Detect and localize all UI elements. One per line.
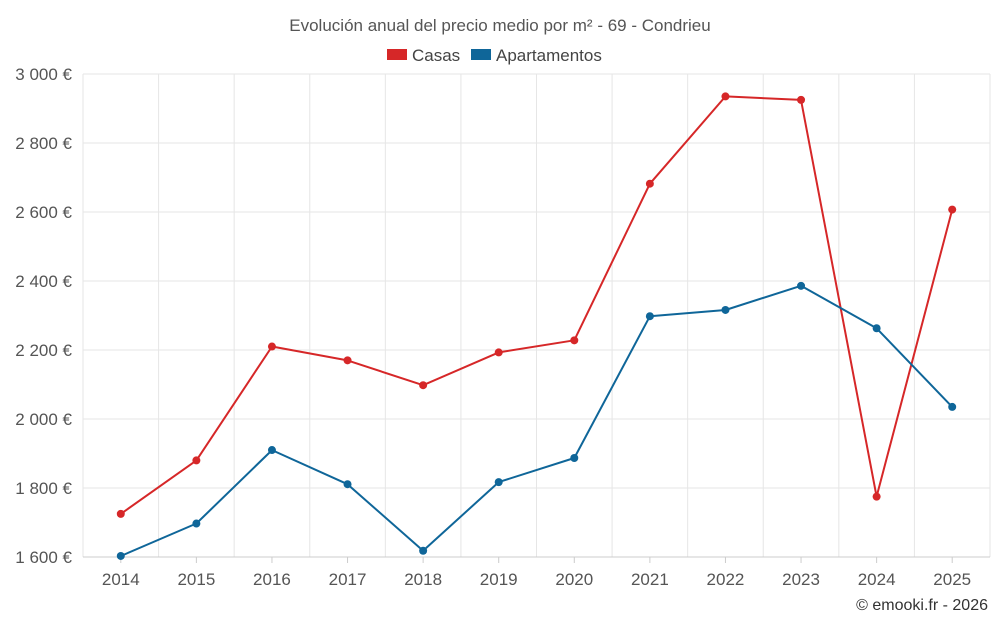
data-point-casas[interactable]	[494, 348, 503, 357]
x-tick-label: 2022	[707, 570, 745, 589]
x-tick-label: 2019	[480, 570, 518, 589]
data-point-apartamentos[interactable]	[721, 305, 730, 314]
y-tick-label: 2 600 €	[15, 203, 72, 222]
y-tick-label: 2 200 €	[15, 341, 72, 360]
x-tick-label: 2023	[782, 570, 820, 589]
data-point-apartamentos[interactable]	[797, 281, 806, 290]
data-point-apartamentos[interactable]	[494, 478, 503, 487]
x-tick-label: 2015	[177, 570, 215, 589]
data-point-apartamentos[interactable]	[948, 402, 957, 411]
axes: 1 600 € 1 800 € 2 000 € 2 200 € 2 400 € 2 600…	[15, 65, 990, 589]
legend-label-apartamentos[interactable]: Apartamentos	[496, 46, 602, 65]
x-tick-label: 2017	[329, 570, 367, 589]
data-point-casas[interactable]	[645, 179, 654, 188]
legend-swatch-apartamentos	[471, 49, 491, 60]
legend-swatch-casas	[387, 49, 407, 60]
data-point-apartamentos[interactable]	[872, 324, 881, 333]
data-point-apartamentos[interactable]	[570, 453, 579, 462]
data-point-casas[interactable]	[570, 336, 579, 345]
y-tick-label: 2 800 €	[15, 134, 72, 153]
data-point-apartamentos[interactable]	[645, 312, 654, 321]
data-point-apartamentos[interactable]	[343, 480, 352, 489]
chart-title: Evolución anual del precio medio por m² …	[289, 16, 710, 35]
gridlines	[82, 73, 991, 557]
series-lines	[116, 92, 957, 560]
x-tick-label: 2016	[253, 570, 291, 589]
data-point-casas[interactable]	[267, 342, 276, 351]
y-tick-label: 2 000 €	[15, 410, 72, 429]
x-tick-label: 2021	[631, 570, 669, 589]
x-tick-label: 2024	[858, 570, 896, 589]
y-tick-label: 1 800 €	[15, 479, 72, 498]
y-tick-label: 2 400 €	[15, 272, 72, 291]
data-point-casas[interactable]	[419, 381, 428, 390]
series-line-casas[interactable]	[120, 95, 954, 515]
credit-text: © emooki.fr - 2026	[856, 597, 988, 614]
x-tick-label: 2014	[102, 570, 140, 589]
data-point-casas[interactable]	[872, 492, 881, 501]
x-tick-label: 2020	[555, 570, 593, 589]
legend[interactable]: Casas Apartamentos	[387, 46, 602, 65]
data-point-apartamentos[interactable]	[116, 551, 125, 560]
data-point-apartamentos[interactable]	[419, 546, 428, 555]
data-point-casas[interactable]	[343, 356, 352, 365]
x-tick-label: 2018	[404, 570, 442, 589]
data-point-casas[interactable]	[948, 205, 957, 214]
data-point-casas[interactable]	[797, 95, 806, 104]
y-tick-label: 3 000 €	[15, 65, 72, 84]
data-point-casas[interactable]	[721, 92, 730, 101]
data-point-apartamentos[interactable]	[267, 446, 276, 455]
y-tick-label: 1 600 €	[15, 548, 72, 567]
data-point-casas[interactable]	[192, 456, 201, 465]
x-tick-label: 2025	[933, 570, 971, 589]
legend-label-casas[interactable]: Casas	[412, 46, 460, 65]
data-point-casas[interactable]	[116, 509, 125, 518]
data-point-apartamentos[interactable]	[192, 519, 201, 528]
series-line-apartamentos[interactable]	[120, 284, 953, 557]
